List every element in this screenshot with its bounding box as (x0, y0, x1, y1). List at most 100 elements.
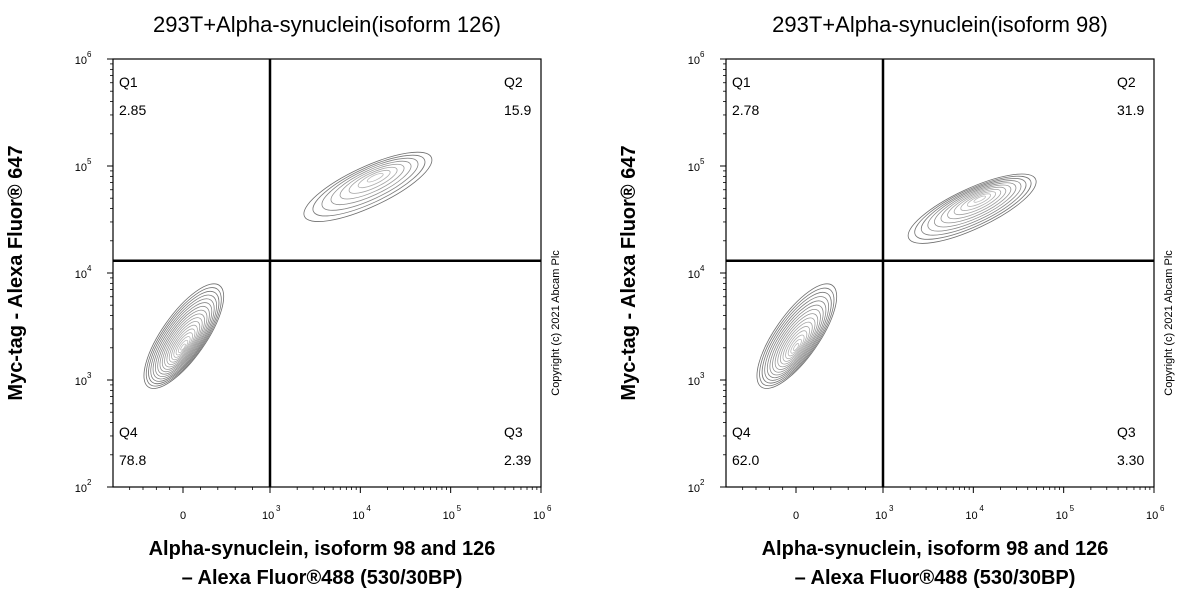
y-tick-label: 10 (688, 269, 700, 281)
quadrant-q4-value: 78.8 (119, 452, 146, 468)
y-tick-exponent: 4 (700, 264, 705, 273)
quadrant-q4-value: 62.0 (732, 452, 759, 468)
x-tick-label: 10 (262, 510, 274, 522)
x-tick-label: 10 (1056, 510, 1068, 522)
contour-line (761, 291, 832, 384)
y-tick-label: 10 (75, 483, 87, 495)
contour-line (785, 330, 808, 360)
quadrant-q2-value: 15.9 (504, 102, 531, 118)
contour-line (161, 313, 205, 370)
contour-line (766, 300, 827, 379)
contour-line (960, 191, 997, 211)
quadrant-q4-label: Q4 (732, 424, 751, 440)
y-tick-label: 10 (688, 55, 700, 67)
x-tick-exponent: 4 (979, 504, 984, 513)
x-tick-label: 10 (1146, 510, 1158, 522)
contour-line (157, 306, 210, 375)
x-tick-exponent: 6 (1160, 504, 1165, 513)
x-tick-exponent: 5 (1070, 504, 1075, 513)
contour-line (779, 321, 813, 365)
chart-title: 293T+Alpha-synuclein(isoform 126) (153, 12, 501, 37)
quadrant-q4-label: Q4 (119, 424, 138, 440)
plot-frame (725, 58, 1155, 488)
x-axis-label-line2: – Alexa Fluor®488 (530/30BP) (182, 567, 463, 589)
copyright-notice: Copyright (c) 2021 Abcam Plc (1163, 250, 1175, 396)
copyright-notice: Copyright (c) 2021 Abcam Plc (550, 250, 562, 396)
y-tick-exponent: 3 (87, 371, 92, 380)
contour-line (330, 160, 412, 206)
contour-line (303, 151, 433, 222)
density-contours (143, 151, 433, 389)
x-tick-label: 10 (533, 510, 545, 522)
contour-line (782, 326, 810, 362)
y-axis-label: Myc-tag - Alexa Fluor® 647 (5, 145, 27, 400)
contour-line (164, 317, 203, 368)
contour-line (339, 163, 405, 200)
y-tick-label: 10 (75, 269, 87, 281)
y-tick-exponent: 5 (700, 157, 705, 166)
x-tick-label: 0 (793, 510, 799, 522)
contour-line (759, 287, 835, 387)
contour-line (366, 172, 384, 183)
contour-line (150, 294, 217, 382)
contour-line (940, 184, 1012, 224)
y-tick-label: 10 (688, 483, 700, 495)
contour-line (178, 339, 189, 353)
contour-line (168, 324, 198, 363)
contour-line (166, 321, 201, 365)
chart-title: 293T+Alpha-synuclein(isoform 98) (772, 12, 1108, 37)
contour-line (321, 157, 419, 211)
quadrant-q1-label: Q1 (732, 74, 751, 90)
quadrant-q2-label: Q2 (1117, 74, 1136, 90)
density-contours (756, 173, 1037, 389)
quadrant-q2-value: 31.9 (1117, 102, 1144, 118)
contour-line (180, 343, 186, 351)
y-tick-label: 10 (688, 376, 700, 388)
y-tick-exponent: 6 (87, 50, 92, 59)
contour-line (920, 178, 1027, 236)
contour-line (756, 283, 838, 389)
x-tick-exponent: 3 (276, 504, 281, 513)
contour-line (947, 186, 1007, 220)
y-tick-label: 10 (75, 55, 87, 67)
contour-line (312, 154, 426, 217)
x-tick-exponent: 4 (366, 504, 371, 513)
contour-line (792, 343, 800, 351)
contour-line (145, 287, 222, 387)
plot-frame (112, 58, 542, 488)
quadrant-q1-label: Q1 (119, 74, 138, 90)
plot-panel-1: 293T+Alpha-synuclein(isoform 126) Q1 2.85 Q… (5, 12, 562, 589)
contour-line (790, 338, 802, 354)
contour-line (148, 290, 220, 385)
contour-line (973, 195, 986, 203)
x-tick-exponent: 6 (547, 504, 552, 513)
x-tick-exponent: 5 (457, 504, 462, 513)
contour-line (357, 169, 391, 189)
y-tick-exponent: 2 (700, 478, 705, 487)
contour-line (155, 302, 213, 377)
x-tick-label: 10 (965, 510, 977, 522)
y-tick-exponent: 4 (87, 264, 92, 273)
contour-line (173, 332, 193, 358)
contour-line (772, 309, 821, 373)
contour-line (348, 166, 398, 194)
contour-line (175, 336, 191, 356)
x-tick-label: 0 (180, 510, 186, 522)
contour-line (927, 180, 1022, 232)
contour-line (907, 173, 1037, 244)
x-tick-label: 10 (875, 510, 887, 522)
quadrant-q3-label: Q3 (504, 424, 523, 440)
quadrant-q3-value: 2.39 (504, 452, 531, 468)
y-tick-exponent: 3 (700, 371, 705, 380)
y-tick-exponent: 5 (87, 157, 92, 166)
quadrant-q1-value: 2.85 (119, 102, 146, 118)
contour-line (777, 317, 816, 368)
x-tick-label: 10 (443, 510, 455, 522)
y-tick-label: 10 (75, 162, 87, 174)
contour-line (774, 313, 819, 370)
contour-line (953, 189, 1002, 216)
contour-line (769, 304, 824, 376)
quadrant-q3-value: 3.30 (1117, 452, 1144, 468)
x-axis-label-line1: Alpha-synuclein, isoform 98 and 126 (762, 538, 1109, 560)
